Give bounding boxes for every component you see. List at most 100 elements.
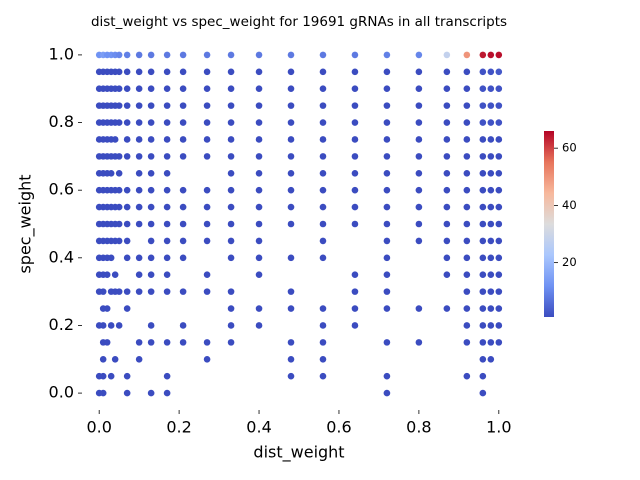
point [487,186,495,194]
point [203,153,211,160]
point [147,68,155,76]
point [123,153,131,160]
point [179,136,187,143]
point [479,68,487,76]
point [495,136,503,143]
point [135,51,143,59]
x-tick-label: 0.0 [86,418,111,437]
point [287,372,295,380]
point [163,372,171,380]
point [463,372,471,380]
point [351,102,359,109]
point [115,102,123,109]
point [135,271,143,279]
point [495,102,503,109]
point [415,102,423,109]
point [115,153,123,160]
point [287,220,295,228]
point [163,389,171,397]
point [415,153,423,160]
point [351,119,359,126]
point [463,102,471,109]
point [255,153,263,160]
point [135,355,143,363]
point [479,254,487,262]
point [479,203,487,211]
point [479,305,487,312]
point [479,102,487,109]
chart-title: dist_weight vs spec_weight for 19691 gRN… [91,14,507,30]
point [163,85,171,93]
point [163,220,171,228]
point [479,85,487,93]
point [443,254,451,262]
point [123,389,131,397]
point [163,136,171,143]
point [495,186,503,194]
point [415,68,423,76]
point [203,339,211,346]
point [163,237,171,245]
point [227,237,235,245]
point [383,153,391,160]
point [115,51,123,59]
point [135,339,143,346]
point [383,169,391,177]
y-tick-label: 0.2 [49,315,74,334]
point [479,119,487,126]
point [287,186,295,194]
point [479,322,487,329]
point [319,355,327,363]
point [135,288,143,295]
point [495,169,503,177]
point [135,169,143,177]
point [487,51,495,59]
point [255,169,263,177]
point [107,322,115,329]
point [227,288,235,295]
point [123,372,131,380]
point [163,169,171,177]
point [479,136,487,143]
point [443,203,451,211]
point [135,186,143,194]
point [495,271,503,279]
point [487,102,495,109]
point [319,254,327,262]
point [115,68,123,76]
point [383,51,391,59]
point [99,355,107,363]
point [487,136,495,143]
x-tick-label: 0.8 [406,418,431,437]
point [487,288,495,295]
point [123,288,131,295]
point [479,169,487,177]
point [351,288,359,295]
point [135,254,143,262]
point [255,203,263,211]
point [443,153,451,160]
point [147,119,155,126]
x-axis-label: dist_weight [253,443,344,463]
point [415,136,423,143]
point [203,271,211,279]
point [479,237,487,245]
point [383,288,391,295]
point [163,68,171,76]
point [163,288,171,295]
point [495,51,503,59]
point [319,186,327,194]
point [123,68,131,76]
point [287,153,295,160]
point [443,271,451,279]
point [443,186,451,194]
point [147,254,155,262]
point [351,322,359,329]
point [203,51,211,59]
point [179,322,187,329]
point [255,322,263,329]
point [179,153,187,160]
point [443,220,451,228]
y-tick-label: 0.8 [49,112,74,131]
point [227,119,235,126]
